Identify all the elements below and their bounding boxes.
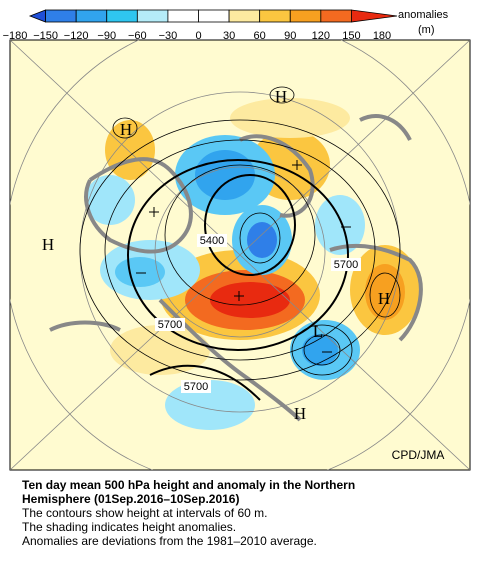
colorbar-segment xyxy=(167,9,199,23)
colorbar-segment xyxy=(198,9,230,23)
pressure-center-label: H xyxy=(120,120,132,139)
colorbar-tick-label: 90 xyxy=(284,30,296,42)
contour-labels: 5400 5700 5700 5700 xyxy=(155,234,361,393)
caption-title: Ten day mean 500 hPa height and anomaly … xyxy=(22,478,356,492)
colorbar-tick-label: −180 xyxy=(3,30,28,42)
colorbar-segment xyxy=(136,9,169,23)
colorbar-segment xyxy=(28,9,46,23)
colorbar-segment xyxy=(106,9,138,23)
colorbar-segment xyxy=(228,9,261,23)
pressure-center-label: H xyxy=(378,289,390,308)
caption: Ten day mean 500 hPa height and anomaly … xyxy=(22,478,355,548)
contour-label: 5700 xyxy=(184,381,208,393)
pressure-center-label: H xyxy=(294,404,306,423)
colorbar-tick-label: −150 xyxy=(33,30,58,42)
colorbar-segment xyxy=(45,9,77,23)
contour-label-bg xyxy=(331,258,361,271)
colorbar-tick-label: 120 xyxy=(312,30,330,42)
pressure-centers: H H H H H L xyxy=(42,87,390,423)
colorbar-tick-label: −30 xyxy=(159,30,178,42)
height-contours xyxy=(79,86,401,401)
caption-line: Anomalies are deviations from the 1981–2… xyxy=(22,534,317,548)
colorbar: −180 −150 −120 −90 −60 −30 0 30 60 90 120 150 180 xyxy=(3,9,398,42)
anomaly-center-markers xyxy=(136,160,351,353)
colorbar-tick-label: 180 xyxy=(373,30,391,42)
colorbar-label: anomalies xyxy=(398,9,449,21)
contour-label-bg xyxy=(197,234,227,247)
colorbar-unit: (m) xyxy=(418,24,435,36)
map: H H H H H L 5400 5700 5700 5700 CPD/JMA xyxy=(9,39,471,471)
contour-label: 5700 xyxy=(334,259,358,271)
caption-line: The shading indicates height anomalies. xyxy=(22,520,237,534)
colorbar-segment xyxy=(351,9,398,23)
credit: CPD/JMA xyxy=(392,448,445,462)
contour-label: 5700 xyxy=(158,319,182,331)
pressure-center-label: H xyxy=(42,235,54,254)
contour-label: 5400 xyxy=(200,235,224,247)
figure: −180 −150 −120 −90 −60 −30 0 30 60 90 120 150 180 an… xyxy=(3,9,471,471)
contour-label-bg xyxy=(155,318,185,331)
colorbar-tick-label: 0 xyxy=(195,30,201,42)
colorbar-segment xyxy=(75,9,108,23)
colorbar-tick-label: −120 xyxy=(64,30,89,42)
colorbar-tick-label: −90 xyxy=(97,30,116,42)
contour-label-bg xyxy=(181,380,211,393)
colorbar-segment xyxy=(320,9,352,23)
colorbar-tick-label: 150 xyxy=(342,30,360,42)
pressure-center-label: L xyxy=(313,322,323,341)
colorbar-tick-label: 60 xyxy=(254,30,266,42)
caption-line: The contours show height at intervals of… xyxy=(22,506,268,520)
caption-title: Hemisphere (01Sep.2016–10Sep.2016) xyxy=(22,492,240,506)
colorbar-segment xyxy=(289,9,322,23)
colorbar-segment xyxy=(259,9,291,23)
colorbar-tick-label: 30 xyxy=(223,30,235,42)
colorbar-tick-label: −60 xyxy=(128,30,147,42)
pressure-center-label: H xyxy=(275,87,287,106)
